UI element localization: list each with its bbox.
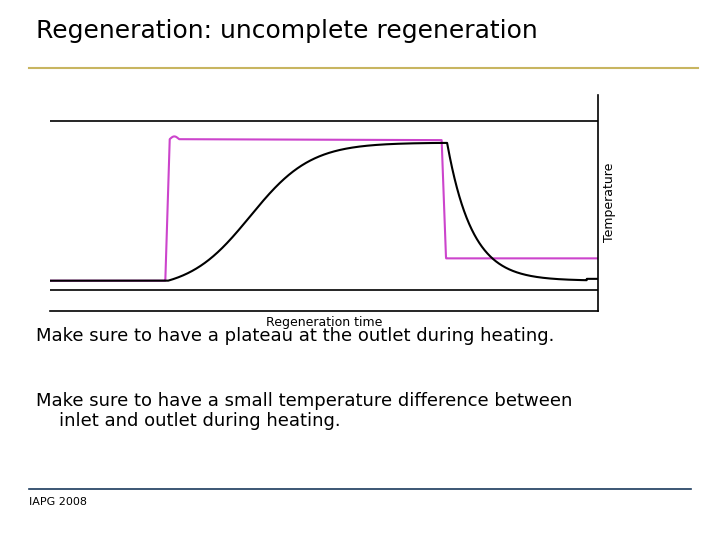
- Text: Make sure to have a plateau at the outlet during heating.: Make sure to have a plateau at the outle…: [36, 327, 554, 345]
- Y-axis label: Temperature: Temperature: [603, 163, 616, 242]
- Text: Regeneration: uncomplete regeneration: Regeneration: uncomplete regeneration: [36, 19, 538, 43]
- Text: IAPG 2008: IAPG 2008: [29, 497, 87, 507]
- Text: Make sure to have a small temperature difference between
    inlet and outlet du: Make sure to have a small temperature di…: [36, 392, 572, 430]
- X-axis label: Regeneration time: Regeneration time: [266, 316, 382, 329]
